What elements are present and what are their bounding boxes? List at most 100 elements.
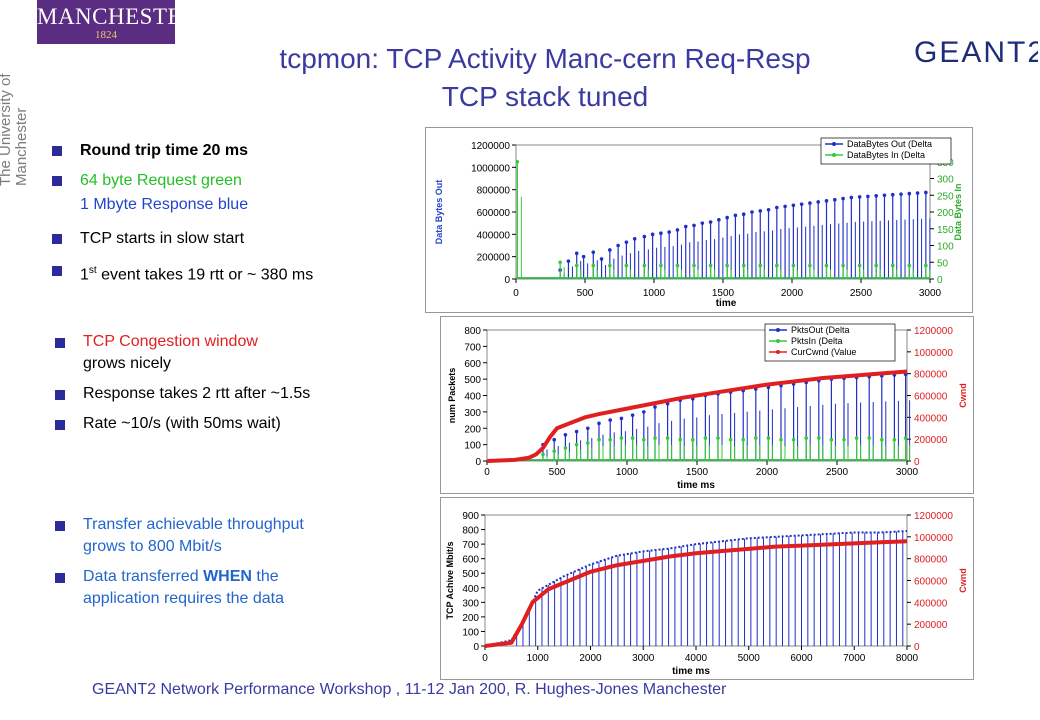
series-point [750,210,754,214]
series-point [591,250,596,254]
x-tick-label: 3000 [896,467,919,478]
series-point [650,232,655,237]
slide-title-line1: tcpmon: TCP Activity Manc-cern Req-Resp [279,43,811,74]
x-axis-label: time ms [677,480,715,491]
series-point [581,254,586,259]
series-point [808,263,812,268]
series-point [563,433,568,437]
x-tick-label: 2000 [579,653,602,664]
series-point [515,159,520,164]
series-point [708,263,713,268]
series-point [824,199,829,203]
series-point [586,426,590,431]
series-line [484,539,908,648]
series-point [616,243,620,248]
series-point [630,436,635,440]
legend-label: DataBytes In (Delta [847,150,925,160]
y-tick-label: 700 [462,540,479,551]
y2-tick-label: 0 [914,642,920,653]
series-point [665,436,670,440]
x-tick-label: 1000 [527,653,550,664]
y2-tick-label: 0 [914,457,920,468]
legend-marker [776,328,780,332]
x-tick-label: 1500 [712,288,735,299]
y-tick-label: 0 [473,642,479,653]
bullet-text: TCP starts in slow start [80,230,245,247]
bullet-text: Response takes 2 rtt after ~1.5s [83,385,311,402]
series-point [791,263,796,268]
chart-1-data-bytes: 0 200000 400000 600000 800000 1000000 1200000 0… [434,137,963,309]
series-point [791,437,796,442]
bullet-item: 64 byte Request green [52,169,313,193]
series-point [880,437,884,442]
y-axis-label: TCP Achive Mbit/s [445,541,455,619]
y-tick-label: 300 [464,408,481,419]
series-point [675,228,680,232]
y-tick-label: 200 [464,424,481,435]
series-point [552,449,556,453]
legend-marker [776,339,780,343]
y-tick-label: 100 [464,441,481,452]
legend-label: CurCwnd (Value [791,347,856,357]
series-point [816,200,821,204]
series-point [558,260,562,265]
bullet-item: TCP starts in slow start [52,227,313,251]
y-tick-label: 800000 [477,186,511,197]
series-point [725,263,729,268]
series-point [754,436,758,440]
y-tick-label: 600000 [477,208,511,219]
y2-tick-label: 200000 [914,620,948,631]
y2-tick-label: 400000 [914,598,948,609]
y-tick-label: 400 [464,392,481,403]
bullet-text-continued: grows nicely [83,355,172,372]
x-tick-label: 500 [577,288,594,299]
y-tick-label: 1200000 [471,141,510,152]
series-point [842,437,846,442]
series-point [783,204,787,209]
series-point [642,234,647,239]
y-axis-label: Data Bytes Out [434,180,444,245]
series-point [907,191,912,196]
legend-marker [832,153,836,157]
bullet-text-continued: application requires the data [83,590,285,607]
series-point [924,263,928,268]
series-point [741,263,746,268]
y-tick-label: 100 [462,627,479,638]
y-tick-label: 600 [462,555,479,566]
y2-tick-label: 100 [937,242,954,253]
y2-tick-label: 1200000 [914,511,953,522]
y-tick-label: 800 [464,326,481,337]
footer-text: GEANT2 Network Performance Workshop , 11… [92,681,727,698]
series-point [574,251,579,256]
y-tick-label: 900 [462,511,479,522]
y2-axis-label: Cwnd [958,383,968,408]
series-point [566,259,571,263]
x-tick-label: 3000 [919,288,942,299]
bullet-item: Round trip time 20 ms [52,139,313,163]
bullet-text-post: the [251,568,279,585]
x-tick-label: 2000 [756,467,779,478]
chart-3-throughput-cwnd: 0100200300400500600700800900020000040000… [445,511,968,677]
legend-label: PktsIn (Delta [791,336,843,346]
x-tick-label: 1500 [686,467,709,478]
series-point [849,195,854,200]
y2-tick-label: 600000 [914,392,948,403]
series-point [541,452,545,457]
series-point [791,203,796,208]
series-point [857,263,862,268]
series-line [486,369,908,463]
x-tick-label: 2000 [781,288,804,299]
x-tick-label: 2500 [850,288,873,299]
y-tick-label: 200 [462,613,479,624]
y-axis-label: num Packets [447,368,457,424]
series-point [653,436,657,440]
series-point [624,240,629,244]
x-tick-label: 4000 [685,653,708,664]
y2-axis-label: Cwnd [958,568,968,593]
series-envelope [484,530,908,647]
y2-tick-label: 800000 [914,370,948,381]
bullet-text-sup: st [88,265,97,276]
y2-tick-label: 800000 [914,555,948,566]
y2-tick-label: 200000 [914,435,948,446]
